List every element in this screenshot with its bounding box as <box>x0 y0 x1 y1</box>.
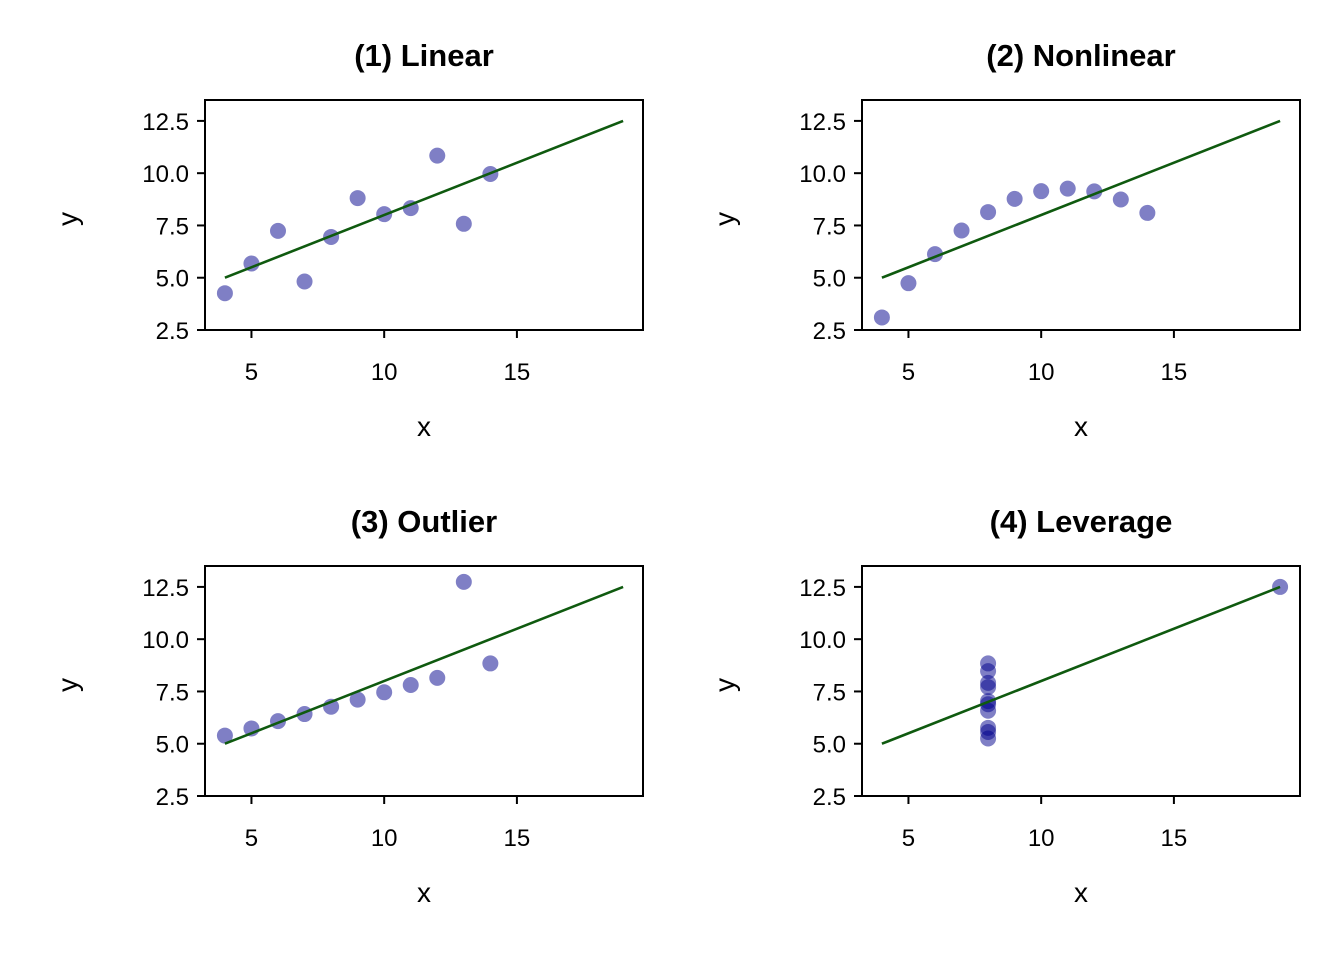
y-tick-label: 7.5 <box>156 679 189 706</box>
y-axis-label: y <box>709 678 740 692</box>
y-tick-label: 12.5 <box>142 109 189 136</box>
chart-title: (3) Outlier <box>351 504 497 539</box>
data-point-6 <box>1139 204 1156 221</box>
data-point-5 <box>980 663 997 680</box>
data-point-8 <box>216 727 233 744</box>
data-point-8 <box>216 285 233 302</box>
x-tick-label: 5 <box>902 825 915 852</box>
x-tick-label: 5 <box>245 825 258 852</box>
data-point-7 <box>270 222 286 239</box>
y-tick-label: 5.0 <box>813 732 846 759</box>
y-tick-label: 2.5 <box>813 318 846 345</box>
data-point-1 <box>1033 183 1050 200</box>
x-tick-label: 10 <box>371 825 398 852</box>
data-point-3 <box>455 215 472 232</box>
plot-frame <box>861 565 1301 797</box>
data-point-4 <box>349 691 366 708</box>
x-tick-label: 15 <box>504 359 531 386</box>
x-tick-label: 15 <box>504 825 531 852</box>
x-axis-label: x <box>417 877 431 908</box>
x-tick-label: 5 <box>902 359 915 386</box>
chart-title: (4) Leverage <box>990 504 1173 539</box>
y-tick-label: 7.5 <box>813 679 846 706</box>
y-tick-label: 5.0 <box>156 266 189 293</box>
y-tick-label: 5.0 <box>813 266 846 293</box>
x-tick-label: 5 <box>245 359 258 386</box>
data-point-9 <box>429 669 446 686</box>
data-point-3 <box>1112 191 1129 208</box>
fit-line <box>881 119 1281 279</box>
chart-panel-2: (2) Nonlinear 5 10 15 2.5 5.0 7.5 10.0 12.5 x y <box>709 38 1301 442</box>
plot-frame <box>204 99 644 331</box>
data-point-4 <box>349 190 366 207</box>
plot-frame <box>861 99 1301 331</box>
data-point-5 <box>1059 180 1076 197</box>
chart-title: (2) Nonlinear <box>986 38 1175 73</box>
data-point-6 <box>482 655 499 672</box>
y-axis-label: y <box>709 212 740 226</box>
x-tick-label: 10 <box>1028 359 1055 386</box>
data-points <box>980 578 1289 747</box>
y-tick-label: 2.5 <box>813 784 846 811</box>
x-tick-label: 10 <box>1028 825 1055 852</box>
y-tick-label: 7.5 <box>813 213 846 240</box>
chart-panel-3: (3) Outlier 5 10 15 2.5 5.0 7.5 10.0 12.5 x y <box>52 504 644 908</box>
y-tick-label: 12.5 <box>799 575 846 602</box>
x-tick-label: 15 <box>1161 359 1188 386</box>
data-point-11 <box>900 275 917 292</box>
y-tick-label: 2.5 <box>156 318 189 345</box>
y-tick-label: 2.5 <box>156 784 189 811</box>
data-point-1 <box>376 684 393 701</box>
data-point-8 <box>873 309 890 326</box>
y-tick-label: 10.0 <box>142 627 189 654</box>
data-point-10 <box>980 674 997 691</box>
y-tick-label: 12.5 <box>142 575 189 602</box>
y-axis-label: y <box>52 678 83 692</box>
fit-line <box>224 119 624 279</box>
chart-panel-1: (1) Linear 5 10 15 2.5 5.0 7.5 10.0 12.5 x y <box>52 38 644 442</box>
data-point-9 <box>980 724 997 741</box>
y-tick-label: 5.0 <box>156 732 189 759</box>
x-axis-label: x <box>1074 411 1088 442</box>
y-tick-label: 10.0 <box>142 161 189 188</box>
data-point-4 <box>1006 190 1023 207</box>
plot-frame <box>204 565 644 797</box>
data-point-5 <box>402 676 419 693</box>
data-point-9 <box>429 147 446 164</box>
y-tick-label: 10.0 <box>799 627 846 654</box>
y-tick-label: 7.5 <box>156 213 189 240</box>
data-points <box>216 573 499 744</box>
fit-line <box>224 585 624 745</box>
y-tick-label: 12.5 <box>799 109 846 136</box>
y-tick-label: 10.0 <box>799 161 846 188</box>
fit-line <box>881 585 1281 745</box>
x-axis-label: x <box>1074 877 1088 908</box>
chart-panel-4: (4) Leverage 5 10 15 2.5 5.0 7.5 10.0 12.5 x y <box>709 504 1301 908</box>
data-point-2 <box>980 204 997 221</box>
y-axis-label: y <box>52 212 83 226</box>
x-axis-label: x <box>417 411 431 442</box>
x-tick-label: 10 <box>371 359 398 386</box>
x-tick-label: 15 <box>1161 825 1188 852</box>
chart-title: (1) Linear <box>354 38 494 73</box>
data-points <box>873 180 1156 326</box>
data-points <box>216 147 499 302</box>
data-point-3 <box>455 573 472 590</box>
data-point-10 <box>296 273 313 290</box>
data-point-10 <box>953 222 970 239</box>
